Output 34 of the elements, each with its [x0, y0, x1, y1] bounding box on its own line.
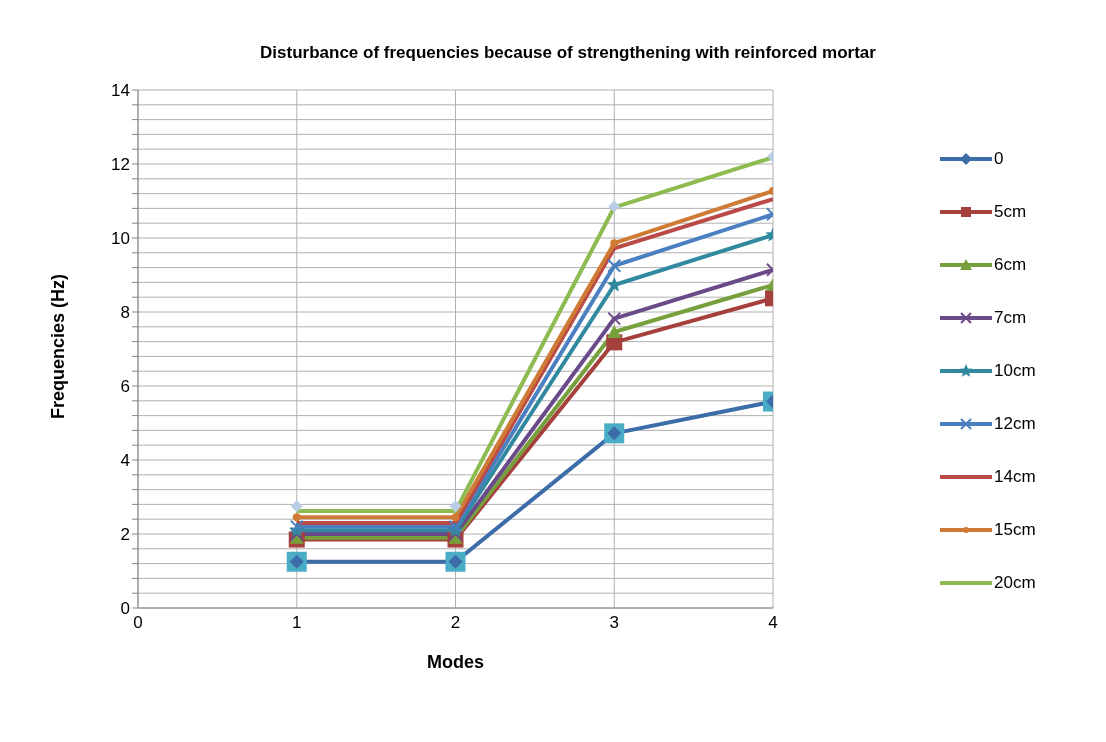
y-tick-label: 8 — [120, 303, 130, 323]
y-tick-label: 14 — [111, 81, 130, 101]
y-axis-title: Frequencies (Hz) — [48, 273, 69, 419]
y-tick-label: 0 — [120, 599, 130, 619]
x-tick-label: 0 — [133, 613, 143, 633]
legend-label: 7cm — [994, 307, 1027, 328]
point — [607, 324, 622, 338]
legend-label: 5cm — [994, 201, 1027, 222]
y-tick-label: 10 — [111, 229, 130, 249]
point — [610, 239, 619, 248]
y-tick-label: 12 — [111, 155, 130, 175]
legend-label: 0 — [994, 148, 1004, 169]
x-tick-label: 3 — [609, 613, 619, 633]
legend-label: 12cm — [994, 413, 1036, 434]
point — [608, 200, 621, 213]
point — [607, 311, 622, 326]
x-tick-label: 4 — [768, 613, 778, 633]
legend-label: 15cm — [994, 519, 1036, 540]
y-tick-label: 6 — [120, 377, 130, 397]
x-tick-label: 1 — [292, 613, 302, 633]
x-axis-title: Modes — [426, 652, 485, 672]
legend-label: 10cm — [994, 360, 1036, 381]
chart-title: Disturbance of frequencies because of strengthening with reinforced mortar — [260, 43, 877, 62]
point — [607, 258, 622, 273]
point — [290, 500, 303, 513]
legend-label: 6cm — [994, 254, 1027, 275]
x-tick-label: 2 — [450, 613, 461, 633]
legend-label: 20cm — [994, 572, 1036, 593]
point — [292, 513, 301, 522]
legend-label: 14cm — [994, 466, 1036, 487]
y-tick-label: 2 — [120, 525, 130, 545]
y-tick-label: 4 — [120, 451, 130, 471]
point — [449, 500, 462, 513]
point — [451, 513, 460, 522]
